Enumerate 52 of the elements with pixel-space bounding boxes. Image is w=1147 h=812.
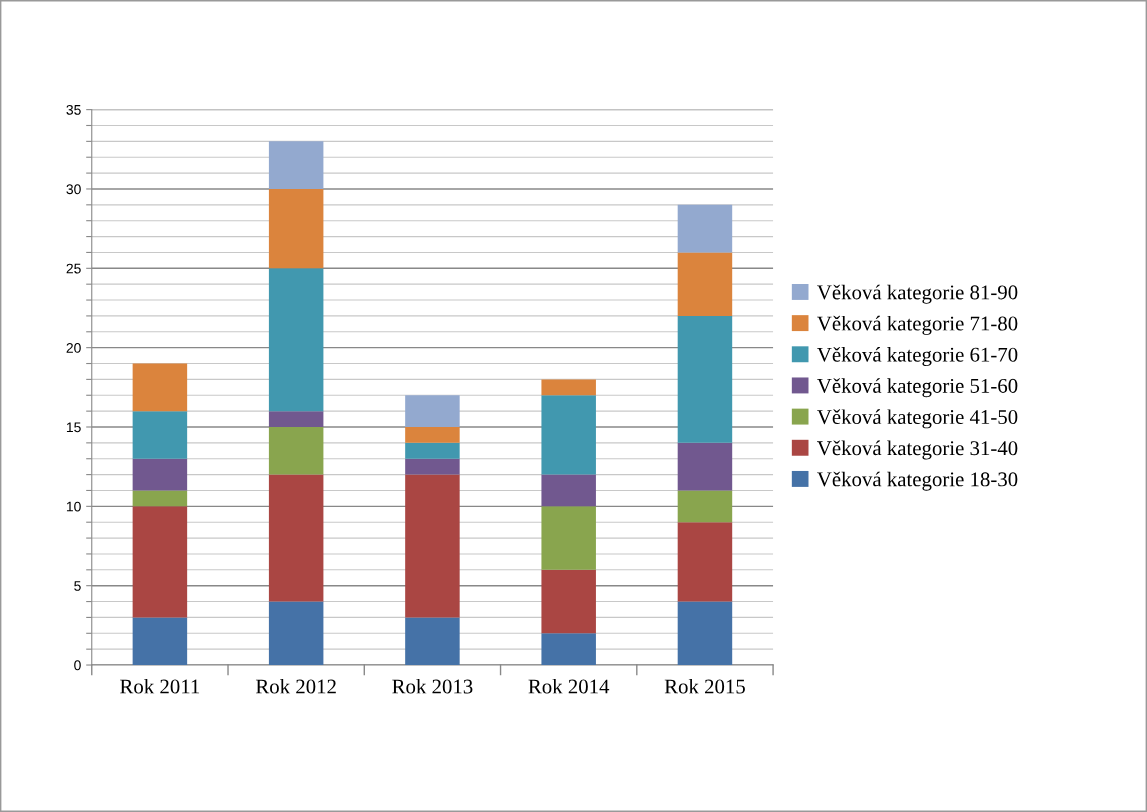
y-tick-label: 25 xyxy=(66,263,81,274)
bar xyxy=(268,188,324,269)
bar xyxy=(541,474,596,507)
bar xyxy=(268,427,324,475)
legend-label: Věková kategorie 18-30 xyxy=(817,471,1018,491)
y-tick-label: 0 xyxy=(74,660,81,671)
legend-label: Věková kategorie 81-90 xyxy=(817,284,1018,304)
bar xyxy=(677,204,733,253)
bar xyxy=(405,474,460,618)
y-tick-label: 10 xyxy=(66,501,81,512)
bar xyxy=(541,633,596,666)
bar xyxy=(677,442,733,491)
bar xyxy=(268,141,324,189)
bar xyxy=(541,506,596,570)
bar xyxy=(677,252,733,316)
bar xyxy=(405,395,460,427)
legend-label: Věková kategorie 51-60 xyxy=(817,378,1018,398)
bar xyxy=(677,601,733,666)
y-tick-label: 35 xyxy=(66,104,81,115)
bar xyxy=(541,569,596,634)
bar xyxy=(268,268,324,412)
x-tick-label: Rok 2012 xyxy=(255,678,336,694)
y-tick-label: 20 xyxy=(66,342,81,353)
bar xyxy=(132,411,188,459)
bar xyxy=(132,617,188,666)
x-tick-label: Rok 2011 xyxy=(120,678,200,694)
bar xyxy=(677,315,733,443)
bar xyxy=(405,458,460,475)
bar xyxy=(268,474,324,602)
bar xyxy=(541,379,596,396)
x-tick-label: Rok 2013 xyxy=(392,678,473,694)
y-tick-label: 15 xyxy=(66,422,81,433)
bar xyxy=(541,395,596,475)
bar xyxy=(132,490,188,507)
bar xyxy=(405,427,460,443)
bar xyxy=(132,363,188,412)
x-tick-label: Rok 2014 xyxy=(528,678,610,694)
bar xyxy=(268,601,324,666)
x-tick-label: Rok 2015 xyxy=(664,678,745,694)
bar xyxy=(677,522,733,602)
y-tick-label: 5 xyxy=(74,581,81,591)
bar xyxy=(677,490,733,523)
bar xyxy=(268,411,324,427)
legend-label: Věková kategorie 71-80 xyxy=(817,315,1018,335)
bar xyxy=(405,617,460,666)
bar xyxy=(405,442,460,459)
legend-label: Věková kategorie 41-50 xyxy=(817,409,1018,429)
legend-label: Věková kategorie 61-70 xyxy=(817,347,1018,367)
bar xyxy=(132,506,188,618)
legend-label: Věková kategorie 31-40 xyxy=(817,440,1018,460)
bar xyxy=(132,458,188,491)
y-tick-label: 30 xyxy=(66,184,81,195)
